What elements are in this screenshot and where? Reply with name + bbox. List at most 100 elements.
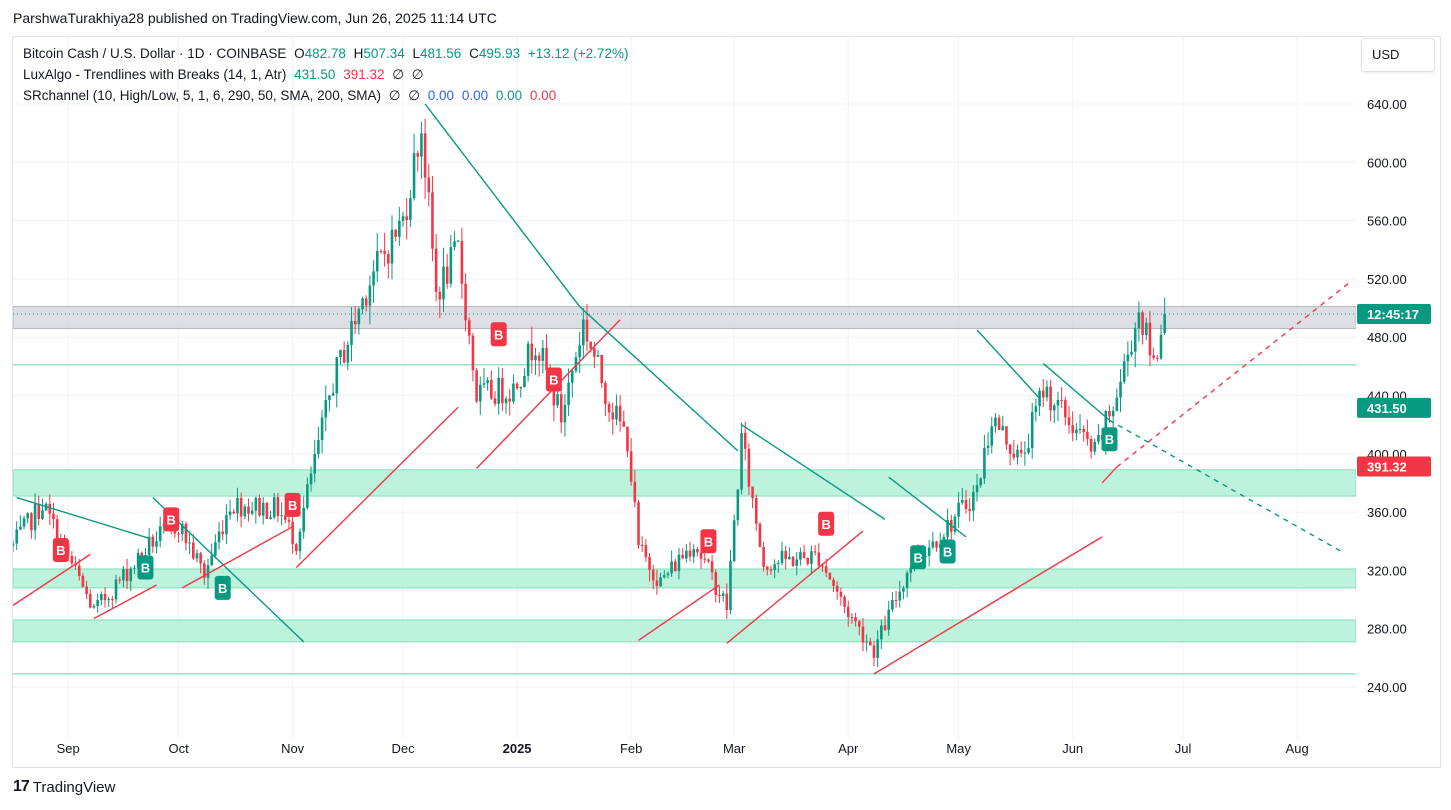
candle-body — [1060, 400, 1063, 402]
x-tick-label: Oct — [168, 741, 189, 756]
y-tick-label: 640.00 — [1367, 97, 1407, 112]
candle-body — [1119, 381, 1122, 398]
candle-body — [364, 298, 368, 306]
candle-body — [618, 405, 622, 422]
break-marker-box — [214, 575, 231, 600]
candle-body — [1049, 386, 1052, 411]
break-marker-label: B — [549, 372, 558, 387]
candle-body — [77, 565, 81, 576]
currency-button[interactable]: USD — [1361, 38, 1435, 72]
candle-body — [324, 400, 328, 418]
candle-body — [611, 412, 615, 420]
candle-body — [55, 519, 59, 545]
candle-body — [313, 453, 317, 474]
candle-body — [265, 502, 269, 519]
support-zone — [13, 619, 1356, 643]
candle-body — [1156, 357, 1159, 359]
candle-body — [372, 271, 375, 286]
legend-luxalgo[interactable]: LuxAlgo - Trendlines with Breaks (14, 1,… — [23, 67, 428, 83]
srchannel-value-4: 0.00 — [461, 88, 489, 103]
candle-body — [1075, 429, 1078, 434]
candle-body — [114, 579, 118, 600]
break-marker-box — [939, 539, 956, 564]
candle-body — [861, 626, 865, 643]
candle-body — [228, 511, 232, 516]
candle-body — [103, 594, 107, 601]
support-trendline — [1101, 466, 1118, 484]
candle-body — [52, 513, 55, 520]
candle-body — [125, 569, 129, 582]
y-tick-label: 280.00 — [1367, 622, 1407, 637]
candle-body — [953, 516, 957, 532]
candle-body — [361, 298, 364, 310]
candle-body — [902, 588, 905, 592]
candle-body — [501, 377, 504, 404]
candle-body — [659, 577, 662, 587]
break-marker-label: B — [56, 543, 65, 558]
candle-body — [1005, 426, 1008, 445]
legend-symbol[interactable]: Bitcoin Cash / U.S. Dollar · 1D · COINBA… — [23, 46, 632, 61]
price-axis-label-text: 12:45:17 — [1367, 307, 1419, 322]
break-marker-box — [284, 492, 301, 517]
candle-body — [320, 417, 324, 441]
candle-body — [306, 484, 309, 508]
x-tick-label: Nov — [281, 741, 305, 756]
bullish-break-marker: B — [910, 545, 927, 570]
legend-srchannel[interactable]: SRchannel (10, High/Low, 5, 1, 6, 290, 5… — [23, 88, 560, 104]
candle-body — [552, 379, 556, 406]
candle-body — [725, 593, 729, 611]
bearish-break-marker: B — [163, 507, 180, 532]
candle-body — [975, 485, 979, 493]
candle-body — [1008, 444, 1012, 454]
candle-body — [309, 473, 313, 485]
low-label: L — [412, 46, 420, 61]
candle-body — [832, 579, 835, 586]
close-value: 495.93 — [478, 46, 521, 61]
candle-body — [762, 546, 765, 567]
tradingview-logo[interactable]: 17 TradingView — [13, 778, 115, 796]
candle-body — [1144, 322, 1148, 336]
bullish-break-marker: B — [214, 575, 231, 600]
price-axis-label-box — [1357, 397, 1431, 418]
candle-body — [972, 492, 975, 511]
price-axis-label-box — [1357, 456, 1431, 477]
srchannel-value-6: 0.00 — [529, 88, 557, 103]
candle-body — [780, 550, 784, 564]
candle-body — [563, 404, 567, 423]
candle-body — [570, 370, 574, 383]
candle-body — [48, 503, 52, 514]
x-tick-label: Jul — [1175, 741, 1192, 756]
candle-body — [846, 606, 850, 618]
candle-body — [622, 421, 626, 427]
candle-body — [431, 192, 434, 249]
candle-body — [696, 549, 699, 553]
y-tick-label: 560.00 — [1367, 214, 1407, 229]
candle-body — [479, 384, 482, 402]
candle-body — [70, 556, 74, 564]
candle-body — [291, 521, 294, 545]
candle-body — [615, 405, 618, 420]
candle-body — [398, 220, 401, 237]
candle-body — [512, 383, 515, 402]
bearish-break-marker: B — [545, 367, 562, 392]
candle-body — [994, 417, 997, 427]
candle-body — [416, 153, 420, 157]
candle-body — [593, 348, 596, 357]
candle-body — [342, 350, 346, 363]
candle-body — [986, 445, 990, 449]
candle-body — [1012, 453, 1016, 458]
candle-body — [1111, 410, 1115, 417]
candle-body — [898, 591, 902, 601]
srchannel-value-1: ∅ — [388, 88, 401, 103]
candle-body — [445, 266, 449, 284]
change-value: +13.12 (+2.72%) — [527, 46, 629, 61]
candle-body — [843, 596, 846, 607]
break-marker-box — [1101, 427, 1118, 452]
candle-body — [961, 500, 964, 503]
candle-body — [1067, 417, 1071, 426]
candle-body — [887, 609, 890, 630]
candle-body — [276, 497, 280, 517]
candle-body — [394, 229, 397, 237]
candle-body — [651, 569, 655, 581]
